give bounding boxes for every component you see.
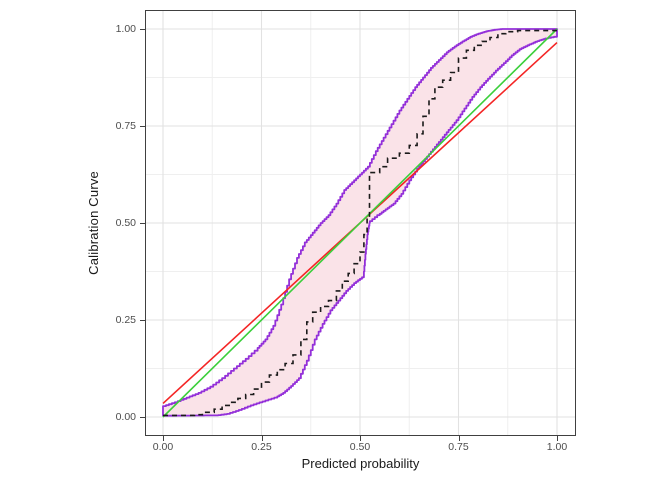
x-tick-label: 0.00 bbox=[152, 441, 174, 453]
y-tick-label: 0.75 bbox=[115, 120, 136, 132]
y-tick-mark bbox=[140, 126, 145, 127]
x-tick-label: 0.75 bbox=[448, 441, 469, 453]
x-tick-mark bbox=[163, 436, 164, 441]
x-tick-mark bbox=[458, 436, 460, 441]
x-tick-label: 1.00 bbox=[546, 441, 568, 453]
plot-panel bbox=[145, 10, 576, 436]
y-tick-mark bbox=[140, 29, 145, 30]
flexible-calibration-curve bbox=[163, 29, 557, 417]
x-tick-label: 0.50 bbox=[349, 441, 371, 453]
ideal-diagonal-line bbox=[162, 28, 558, 418]
y-tick-label: 1.00 bbox=[115, 23, 136, 35]
y-tick-label: 0.50 bbox=[115, 217, 136, 229]
x-tick-label: 0.25 bbox=[251, 441, 272, 453]
y-tick-mark bbox=[140, 320, 145, 321]
x-tick-mark bbox=[360, 436, 361, 441]
y-tick-label: 0.25 bbox=[115, 314, 136, 326]
x-tick-mark bbox=[261, 436, 263, 441]
x-axis-title: Predicted probability bbox=[301, 456, 420, 471]
calibration-chart bbox=[146, 11, 575, 435]
y-tick-label: 0.00 bbox=[115, 411, 136, 423]
y-tick-mark bbox=[140, 417, 145, 418]
y-tick-mark bbox=[140, 223, 145, 224]
x-tick-mark bbox=[557, 436, 558, 441]
